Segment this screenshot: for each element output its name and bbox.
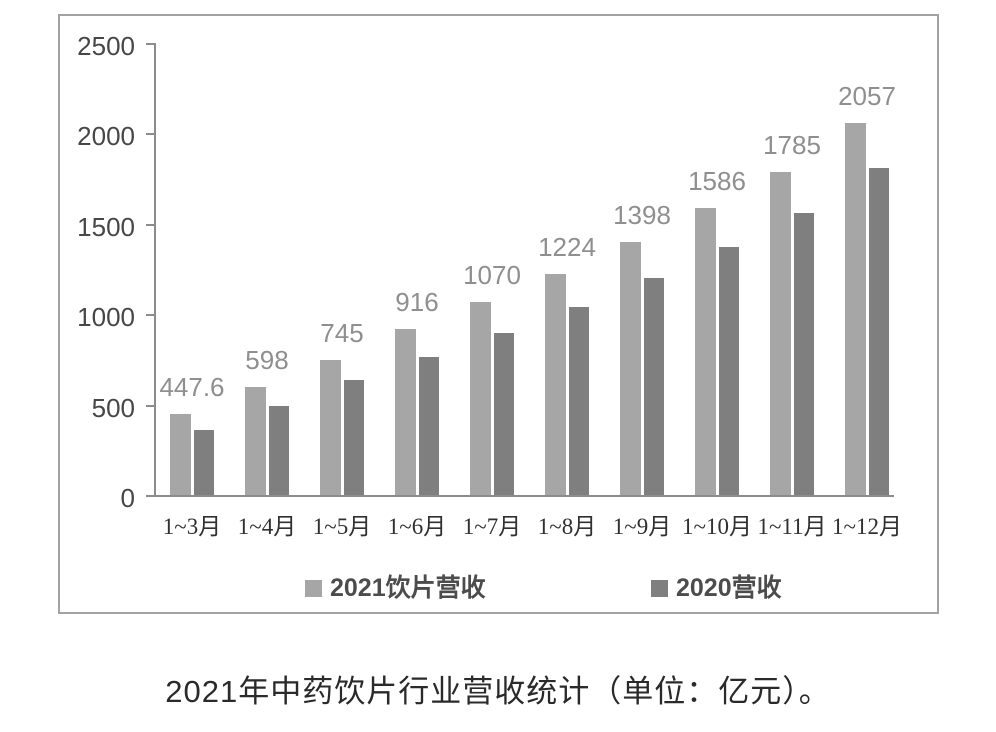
y-tick-label: 2000 bbox=[77, 121, 135, 152]
legend-item-2020: 2020营收 bbox=[651, 573, 782, 602]
x-tick-label: 1~7月 bbox=[462, 514, 522, 539]
bar-2020 bbox=[344, 380, 364, 495]
y-tick bbox=[146, 495, 154, 497]
x-tick-label: 1~5月 bbox=[312, 514, 372, 539]
y-tick bbox=[146, 133, 154, 136]
bar-2020 bbox=[194, 429, 214, 495]
legend-swatch-2020-icon bbox=[651, 579, 668, 597]
legend-label-2021: 2021饮片营收 bbox=[330, 573, 486, 602]
y-tick-label: 0 bbox=[120, 483, 135, 513]
y-axis-line bbox=[154, 43, 156, 497]
x-tick-label: 1~6月 bbox=[387, 514, 447, 539]
plot-area: 0 500 1000 1500 2000 2500 447.6 1~3月 598 1~4月 745 1… bbox=[60, 16, 937, 612]
x-tick-label: 1~8月 bbox=[537, 514, 597, 539]
bar-2021 bbox=[845, 123, 866, 495]
value-label: 598 bbox=[245, 344, 289, 375]
y-tick bbox=[146, 314, 154, 317]
value-label: 1586 bbox=[688, 166, 746, 197]
bar-2021 bbox=[470, 301, 491, 495]
bar-2020 bbox=[494, 333, 514, 495]
x-tick-label: 1~3月 bbox=[162, 514, 222, 539]
bar-2020 bbox=[794, 212, 814, 495]
value-label: 745 bbox=[320, 318, 364, 349]
legend-label-2020: 2020营收 bbox=[676, 573, 782, 602]
bar-2021 bbox=[395, 329, 416, 495]
bar-2021 bbox=[770, 172, 791, 495]
value-label: 447.6 bbox=[159, 372, 225, 403]
value-label: 916 bbox=[395, 287, 439, 318]
legend-swatch-2021-icon bbox=[305, 579, 322, 597]
y-tick-label: 2500 bbox=[77, 31, 135, 61]
y-tick-label: 1500 bbox=[77, 211, 135, 242]
value-label: 1224 bbox=[538, 231, 596, 262]
legend-item-2021: 2021饮片营收 bbox=[305, 573, 486, 602]
y-tick bbox=[146, 43, 154, 45]
bar-2020 bbox=[869, 167, 889, 495]
bar-2021 bbox=[620, 242, 641, 495]
x-tick-label: 1~4月 bbox=[237, 514, 297, 539]
bar-2020 bbox=[269, 405, 289, 495]
bar-2020 bbox=[569, 306, 589, 495]
chart-caption: 2021年中药饮片行业营收统计（单位：亿元）。 bbox=[165, 674, 831, 709]
x-tick-label: 1~9月 bbox=[612, 514, 672, 539]
x-tick-label: 1~11月 bbox=[757, 514, 827, 539]
bar-2021 bbox=[170, 414, 191, 495]
value-label: 1070 bbox=[463, 259, 521, 290]
x-tick-label: 1~10月 bbox=[682, 514, 752, 539]
bar-2020 bbox=[719, 247, 739, 495]
y-tick bbox=[146, 223, 154, 226]
y-tick-label: 500 bbox=[91, 392, 135, 423]
bar-2020 bbox=[644, 278, 664, 495]
value-label: 2057 bbox=[838, 81, 896, 112]
bar-2021 bbox=[545, 273, 566, 495]
bar-2021 bbox=[320, 360, 341, 495]
chart-frame: 0 500 1000 1500 2000 2500 447.6 1~3月 598 1~4月 745 1… bbox=[58, 14, 939, 614]
x-tick-label: 1~12月 bbox=[832, 514, 902, 539]
bar-2020 bbox=[419, 356, 439, 495]
y-tick bbox=[146, 404, 154, 407]
value-label: 1785 bbox=[763, 130, 821, 161]
bar-2021 bbox=[695, 208, 716, 495]
bar-2021 bbox=[245, 386, 266, 495]
x-axis-line bbox=[154, 495, 894, 497]
y-tick-label: 1000 bbox=[77, 302, 135, 333]
value-label: 1398 bbox=[613, 200, 671, 231]
